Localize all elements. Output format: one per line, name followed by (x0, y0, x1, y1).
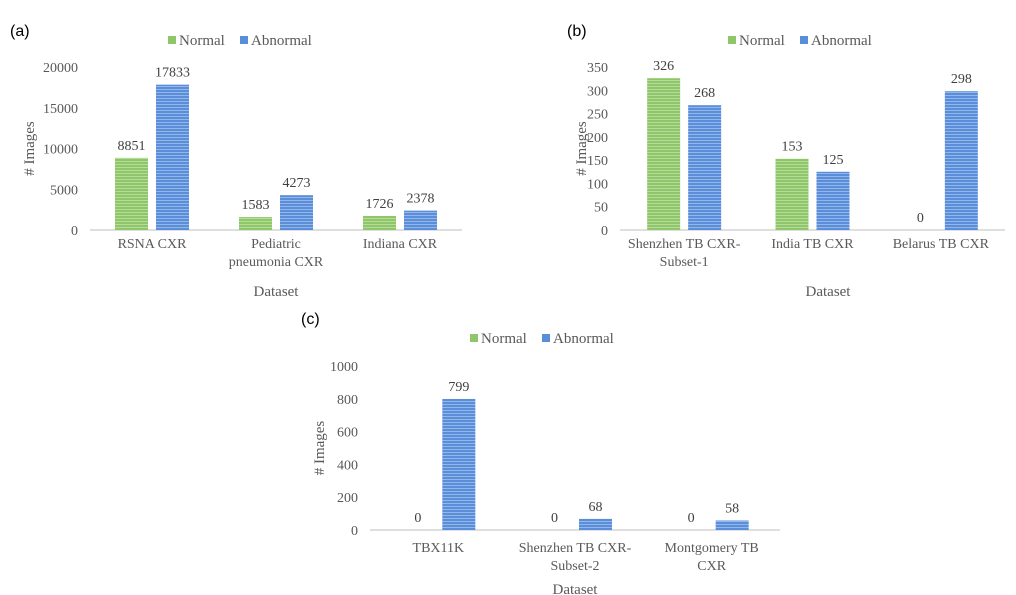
y-tick-label: 300 (587, 84, 608, 99)
data-label: 2378 (407, 192, 435, 207)
legend-label-normal: Normal (179, 33, 225, 49)
bar-normal (647, 78, 681, 230)
panel-label: (b) (567, 23, 587, 40)
bar-abnormal (816, 171, 850, 230)
legend-swatch-abnormal (542, 334, 550, 342)
x-axis-title: Dataset (254, 284, 300, 300)
data-label: 8851 (118, 139, 146, 154)
data-label: 58 (725, 501, 739, 516)
y-axis-title: # Images (312, 421, 328, 476)
x-tick-label: Shenzhen TB CXR- Subset-2 (519, 541, 632, 574)
y-tick-label: 0 (601, 224, 608, 239)
x-tick-label: Indiana CXR (363, 237, 438, 252)
legend-label-abnormal: Abnormal (251, 33, 312, 49)
y-tick-label: 200 (337, 491, 358, 506)
y-tick-label: 800 (337, 393, 358, 408)
data-label: 0 (688, 511, 695, 526)
x-tick-label-line: Shenzhen TB CXR- (628, 237, 741, 252)
y-axis-title: # Images (574, 121, 590, 176)
bar-abnormal (442, 398, 476, 530)
legend-swatch-normal (470, 334, 478, 342)
data-label: 326 (653, 59, 674, 74)
x-tick-label: Pediatric pneumonia CXR (229, 237, 324, 270)
bar-abnormal (579, 518, 612, 530)
x-tick-label: TBX11K (413, 541, 465, 556)
bar-abnormal (715, 520, 749, 530)
legend-swatch-normal (168, 36, 176, 44)
data-label: 4273 (283, 176, 311, 191)
bar-normal (363, 215, 396, 230)
data-label: 298 (951, 72, 972, 87)
y-tick-label: 600 (337, 426, 358, 441)
data-label: 17833 (155, 66, 190, 81)
data-label: 153 (782, 140, 803, 155)
y-tick-label: 250 (587, 108, 608, 123)
legend-label-normal: Normal (481, 331, 527, 347)
x-tick-label-line: TBX11K (413, 541, 465, 556)
x-tick-label-line: Subset-2 (551, 559, 600, 574)
y-tick-label: 0 (71, 224, 78, 239)
data-label: 0 (414, 511, 421, 526)
y-tick-label: 200 (587, 131, 608, 146)
x-tick-label-line: Belarus TB CXR (893, 237, 990, 252)
x-tick-label: India TB CXR (771, 237, 854, 252)
chart-panel-3: (c) Normal Abnormal 0 200 400 600 800 1000 0 799 TB… (301, 311, 780, 595)
panel-label: (c) (301, 311, 320, 328)
chart-panel-1: (a) Normal Abnormal 0 5000 10000 15000 20000 885… (10, 23, 462, 300)
x-tick-label-line: CXR (697, 559, 726, 574)
data-label: 1726 (366, 197, 394, 212)
data-label: 125 (823, 153, 844, 168)
y-tick-label: 10000 (43, 143, 78, 158)
y-axis-title: # Images (22, 121, 38, 176)
data-label: 0 (917, 211, 924, 226)
y-tick-label: 350 (587, 61, 608, 76)
bar-abnormal (280, 195, 313, 230)
y-tick-label: 15000 (43, 102, 78, 117)
data-label: 1583 (242, 198, 270, 213)
panel-label: (a) (10, 23, 30, 40)
bar-abnormal (156, 84, 189, 231)
x-tick-label-line: Shenzhen TB CXR- (519, 541, 632, 556)
x-tick-label: RSNA CXR (118, 237, 188, 252)
legend-label-normal: Normal (739, 33, 785, 49)
bar-normal (115, 157, 148, 230)
x-axis-title: Dataset (806, 284, 852, 300)
y-tick-label: 5000 (50, 183, 78, 198)
bar-abnormal (404, 210, 437, 230)
x-tick-label-line: pneumonia CXR (229, 255, 324, 270)
y-tick-label: 400 (337, 458, 358, 473)
y-tick-label: 0 (351, 524, 358, 539)
x-tick-label-line: Montgomery TB (665, 541, 759, 556)
data-label: 0 (551, 511, 558, 526)
x-axis-title: Dataset (553, 582, 599, 595)
bar-normal (239, 217, 272, 230)
legend-label-abnormal: Abnormal (811, 33, 872, 49)
data-label: 799 (448, 380, 469, 395)
data-label: 268 (694, 86, 715, 101)
x-tick-label-line: Subset-1 (660, 255, 709, 270)
y-tick-label: 150 (587, 154, 608, 169)
legend-swatch-abnormal (240, 36, 248, 44)
x-tick-label-line: RSNA CXR (118, 237, 188, 252)
chart-panel-2: (b) Normal Abnormal 0 50 100 150 200 250 300 350 32… (567, 23, 1005, 300)
legend-swatch-abnormal (800, 36, 808, 44)
y-tick-label: 1000 (330, 360, 358, 375)
bar-abnormal (944, 91, 978, 231)
legend-swatch-normal (728, 36, 736, 44)
x-tick-label: Belarus TB CXR (893, 237, 990, 252)
x-tick-label: Montgomery TB CXR (665, 541, 759, 574)
bar-abnormal (688, 105, 722, 230)
x-tick-label-line: Pediatric (251, 237, 301, 252)
x-tick-label: Shenzhen TB CXR- Subset-1 (628, 237, 741, 270)
y-tick-label: 50 (594, 201, 608, 216)
x-tick-label-line: India TB CXR (771, 237, 854, 252)
y-tick-label: 100 (587, 177, 608, 192)
data-label: 68 (589, 500, 603, 515)
x-tick-label-line: Indiana CXR (363, 237, 438, 252)
bar-normal (775, 158, 809, 230)
legend-label-abnormal: Abnormal (553, 331, 614, 347)
y-tick-label: 20000 (43, 61, 78, 76)
